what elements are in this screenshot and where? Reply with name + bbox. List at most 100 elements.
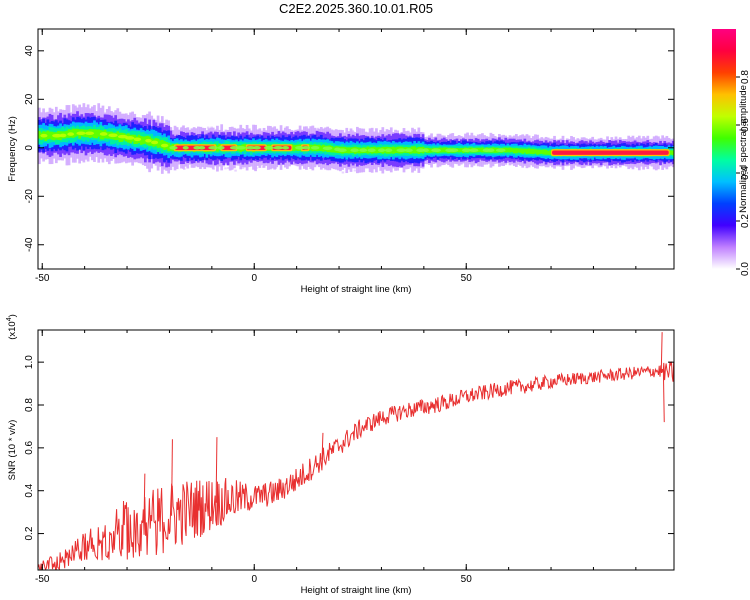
spectrogram-halo-cell bbox=[234, 169, 237, 172]
spectrogram-blob bbox=[396, 148, 407, 153]
spectrogram-cell bbox=[548, 150, 552, 155]
spectrogram-cell bbox=[504, 147, 508, 153]
spectrogram-cell bbox=[50, 131, 54, 140]
spectrogram-halo-cell bbox=[210, 126, 213, 129]
spectrogram-blob bbox=[252, 145, 261, 150]
spectrogram-xlabel: Height of straight line (km) bbox=[301, 284, 412, 295]
spectrogram-cell bbox=[440, 147, 444, 153]
spectrogram-cell bbox=[519, 148, 522, 153]
snr-multiplier-base: (x10 bbox=[7, 321, 18, 339]
spectrogram-halo-cell bbox=[316, 128, 319, 131]
colorbar: 0.0 0.2 0.4 0.6 0.8 Normalized spectral ampl… bbox=[712, 29, 750, 276]
spectrogram-cell bbox=[506, 147, 510, 153]
spectrogram-cell bbox=[538, 149, 542, 155]
spectrogram-cell bbox=[345, 147, 349, 154]
spectrogram-blob bbox=[245, 145, 256, 150]
spectrogram-cell bbox=[544, 149, 548, 155]
spectrogram-blob bbox=[350, 148, 359, 153]
colorbar-label: Normalized spectral amplitude bbox=[738, 85, 749, 213]
spectrogram-cell bbox=[156, 138, 160, 148]
spectrogram-heat bbox=[38, 103, 674, 174]
spectrogram-blob bbox=[236, 145, 246, 150]
spectrogram-blob bbox=[273, 145, 284, 150]
spectrogram-blob bbox=[495, 148, 506, 153]
spectrogram-blob bbox=[160, 143, 169, 148]
spectrogram-blob bbox=[310, 145, 320, 150]
snr-spike bbox=[143, 473, 146, 525]
spectrogram-cell bbox=[330, 145, 334, 153]
snr-ylabel: SNR (10 * v/v) bbox=[7, 420, 18, 481]
snr-multiplier-exp: 4 bbox=[6, 317, 13, 321]
spectrogram-cell bbox=[510, 148, 514, 153]
spectrogram-cell bbox=[442, 147, 446, 153]
spectrogram-blob bbox=[59, 133, 67, 138]
colorbar-tick-label: 0.8 bbox=[740, 70, 750, 84]
snr-xtick-label: 50 bbox=[461, 574, 473, 585]
spectrogram-cell bbox=[97, 129, 101, 137]
spectrogram-cell bbox=[139, 136, 143, 145]
spectrogram-cell bbox=[493, 147, 497, 153]
snr-ytick-label: 0.6 bbox=[24, 440, 35, 454]
snr-xtick-label: 0 bbox=[251, 574, 257, 585]
spectrogram-cell bbox=[144, 136, 147, 144]
spectrogram-blob bbox=[217, 145, 225, 150]
snr-xtick-label: -50 bbox=[35, 574, 50, 585]
spectrogram-cell bbox=[536, 149, 539, 155]
spectrogram-blob bbox=[449, 148, 459, 153]
spectrogram-blob bbox=[384, 148, 393, 153]
snr-spike bbox=[660, 332, 663, 372]
snr-spike bbox=[321, 432, 324, 460]
spectrogram-halo-cell bbox=[214, 128, 218, 131]
spectrogram-blob bbox=[487, 148, 495, 153]
colorbar-ticks: 0.0 0.2 0.4 0.6 0.8 bbox=[736, 70, 750, 276]
spectrogram-halo-cell bbox=[351, 129, 354, 132]
spectrogram-halo-cell bbox=[212, 167, 215, 170]
spectrogram-cell bbox=[375, 147, 378, 154]
spectrogram-blob bbox=[462, 148, 472, 153]
spectrogram-blob bbox=[404, 148, 413, 153]
snr-ytick-label: 1.0 bbox=[24, 355, 35, 369]
spectrogram-cell bbox=[428, 148, 431, 153]
spectrogram-cell bbox=[525, 148, 529, 154]
spectrogram-cell bbox=[534, 149, 537, 154]
spectrogram-blob bbox=[469, 148, 479, 153]
spectrogram-panel: -50 0 50 40 20 0 -20 -40 Height of straight lin… bbox=[7, 28, 675, 295]
spectrogram-blob bbox=[52, 133, 62, 138]
spectrogram-cell bbox=[515, 148, 518, 154]
spectrogram-cell bbox=[517, 148, 520, 153]
spectrogram-cell bbox=[46, 130, 50, 140]
snr-multiplier: (x104) bbox=[6, 314, 18, 340]
spectrogram-cell bbox=[512, 148, 516, 154]
spectrogram-blob bbox=[416, 148, 426, 153]
spectrogram-blob bbox=[76, 131, 86, 136]
spectrogram-xtick-label: 0 bbox=[251, 273, 257, 284]
spectrogram-blob bbox=[85, 131, 95, 136]
colorbar-tick-label: 0.4 bbox=[740, 166, 750, 180]
spectrogram-halo-cell bbox=[182, 168, 186, 171]
spectrogram-blob bbox=[359, 148, 368, 153]
spectrogram-ytick-label: 0 bbox=[24, 145, 35, 151]
spectrogram-cell bbox=[527, 148, 531, 154]
spectrogram-ytick-label: 40 bbox=[24, 45, 35, 57]
spectrogram-cell bbox=[48, 131, 52, 139]
colorbar-tick-label: 0.2 bbox=[740, 214, 750, 228]
spectrogram-cell bbox=[394, 147, 397, 154]
spectrogram-blob bbox=[301, 145, 311, 150]
spectrogram-cell bbox=[669, 150, 673, 155]
spectrogram-blob bbox=[322, 146, 333, 151]
spectrogram-halo-cell bbox=[206, 126, 210, 129]
snr-multiplier-close: ) bbox=[7, 314, 18, 317]
spectrogram-cell bbox=[542, 149, 546, 155]
spectrogram-cell bbox=[546, 150, 550, 155]
spectrogram-halo-cell bbox=[241, 166, 245, 169]
spectrogram-cell bbox=[141, 136, 145, 145]
snr-frame bbox=[37, 329, 675, 571]
spectrogram-cell bbox=[481, 147, 484, 153]
spectrogram-blob bbox=[431, 148, 442, 153]
spectrogram-blob bbox=[337, 148, 347, 153]
spectrogram-blob bbox=[108, 133, 118, 138]
spectrogram-blob bbox=[182, 145, 189, 150]
spectrogram-halo-cell bbox=[227, 167, 230, 170]
spectrogram-cell bbox=[38, 130, 41, 139]
